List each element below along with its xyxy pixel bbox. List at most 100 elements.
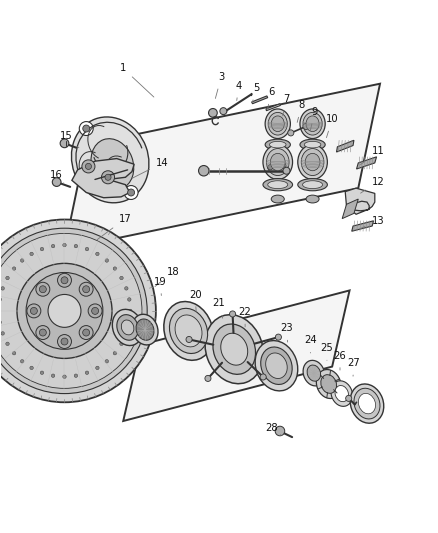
Circle shape — [0, 220, 156, 402]
Ellipse shape — [112, 309, 143, 345]
Text: 17: 17 — [97, 214, 132, 240]
Circle shape — [0, 233, 142, 389]
Ellipse shape — [300, 139, 325, 150]
Circle shape — [95, 366, 99, 369]
Ellipse shape — [303, 360, 325, 386]
Circle shape — [51, 374, 55, 377]
Circle shape — [346, 395, 352, 401]
Text: 15: 15 — [60, 131, 79, 148]
Ellipse shape — [132, 314, 158, 345]
Text: 9: 9 — [310, 107, 318, 131]
Circle shape — [79, 282, 93, 296]
Circle shape — [61, 277, 68, 284]
Circle shape — [83, 286, 90, 293]
Text: 7: 7 — [283, 94, 290, 116]
Circle shape — [83, 329, 90, 336]
Ellipse shape — [307, 365, 321, 381]
Circle shape — [82, 160, 95, 173]
Circle shape — [85, 247, 89, 251]
Circle shape — [39, 329, 46, 336]
Circle shape — [79, 326, 93, 340]
Text: 8: 8 — [297, 100, 305, 123]
Ellipse shape — [300, 109, 325, 139]
Text: 10: 10 — [326, 115, 339, 138]
Circle shape — [1, 332, 4, 335]
Ellipse shape — [121, 320, 134, 335]
Circle shape — [268, 165, 273, 170]
Circle shape — [127, 298, 131, 301]
Circle shape — [124, 287, 128, 290]
Circle shape — [21, 360, 24, 363]
Ellipse shape — [269, 141, 286, 148]
Circle shape — [17, 263, 112, 358]
Ellipse shape — [350, 384, 384, 423]
Circle shape — [79, 122, 93, 135]
Ellipse shape — [91, 139, 134, 190]
Text: 23: 23 — [280, 324, 293, 342]
Circle shape — [124, 185, 138, 199]
Circle shape — [105, 259, 109, 262]
Text: 1: 1 — [120, 63, 154, 97]
Circle shape — [276, 334, 282, 340]
Circle shape — [26, 272, 103, 349]
Ellipse shape — [263, 144, 293, 180]
Ellipse shape — [266, 149, 289, 175]
Ellipse shape — [265, 139, 290, 150]
Ellipse shape — [268, 181, 288, 189]
Text: 25: 25 — [321, 343, 333, 360]
Text: 14: 14 — [132, 158, 169, 178]
Text: 16: 16 — [49, 170, 64, 183]
Polygon shape — [336, 140, 354, 152]
Circle shape — [120, 276, 123, 280]
Polygon shape — [352, 221, 374, 231]
Circle shape — [85, 371, 89, 375]
Text: 28: 28 — [265, 423, 281, 435]
Polygon shape — [64, 84, 380, 249]
Circle shape — [60, 139, 69, 148]
Circle shape — [63, 375, 66, 378]
Polygon shape — [252, 96, 268, 104]
Text: 19: 19 — [154, 277, 166, 295]
Circle shape — [113, 351, 117, 355]
Circle shape — [281, 163, 286, 168]
Circle shape — [0, 298, 1, 301]
Text: 5: 5 — [252, 83, 259, 103]
Ellipse shape — [306, 195, 319, 203]
Circle shape — [85, 163, 92, 169]
Ellipse shape — [221, 333, 248, 365]
Circle shape — [48, 294, 81, 327]
Circle shape — [36, 282, 50, 296]
Ellipse shape — [213, 324, 255, 374]
Circle shape — [12, 351, 16, 355]
Circle shape — [21, 259, 24, 262]
Circle shape — [1, 287, 4, 290]
Circle shape — [74, 244, 78, 248]
Ellipse shape — [303, 181, 322, 189]
Text: 21: 21 — [212, 298, 226, 318]
Text: 6: 6 — [268, 87, 275, 109]
Ellipse shape — [263, 179, 293, 191]
Circle shape — [283, 167, 290, 174]
Ellipse shape — [255, 341, 298, 391]
Ellipse shape — [175, 315, 202, 347]
Text: 13: 13 — [361, 216, 384, 228]
Polygon shape — [342, 199, 358, 219]
Polygon shape — [123, 290, 350, 421]
Ellipse shape — [306, 116, 319, 132]
Circle shape — [30, 252, 33, 256]
Circle shape — [186, 336, 192, 343]
Ellipse shape — [298, 179, 327, 191]
Circle shape — [113, 267, 117, 270]
Circle shape — [0, 228, 147, 393]
Circle shape — [74, 374, 78, 377]
Circle shape — [95, 252, 99, 256]
Circle shape — [205, 375, 211, 382]
Ellipse shape — [271, 116, 284, 132]
Ellipse shape — [303, 112, 322, 135]
Ellipse shape — [136, 319, 154, 340]
Ellipse shape — [331, 381, 353, 406]
Text: 18: 18 — [155, 266, 180, 287]
Circle shape — [129, 309, 132, 313]
Circle shape — [120, 342, 123, 345]
Ellipse shape — [301, 149, 324, 175]
